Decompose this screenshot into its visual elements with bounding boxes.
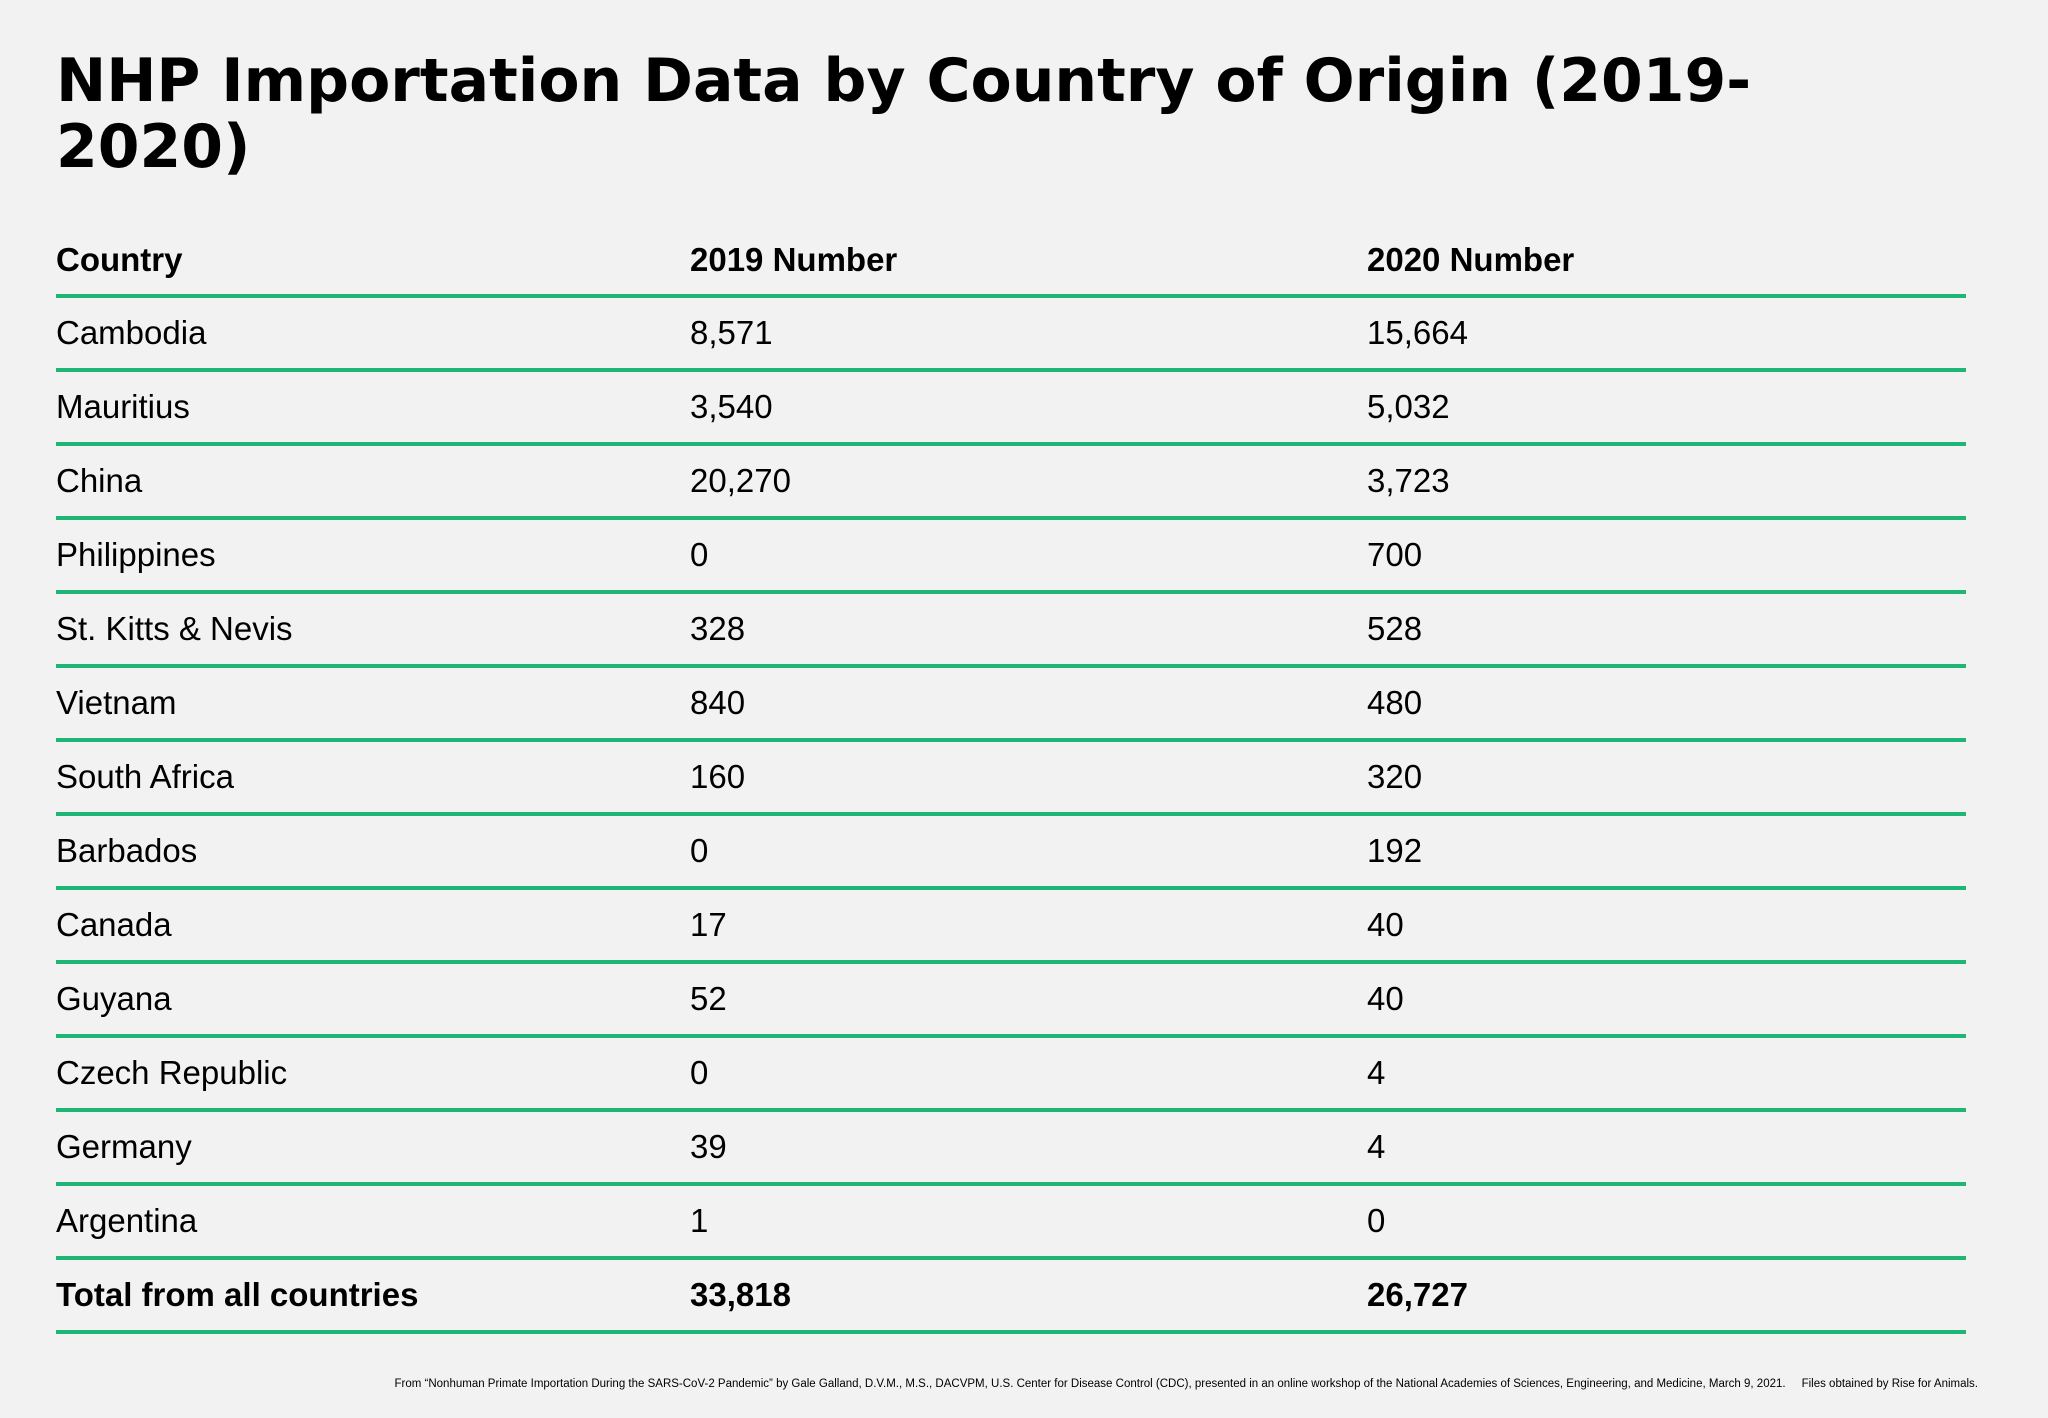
cell: Guyana: [56, 980, 172, 1017]
cell: Cambodia: [56, 314, 207, 351]
data-row: Cambodia 8,571 15,664: [56, 298, 1966, 372]
cell: 52: [690, 980, 727, 1017]
cell: 2019 Number: [690, 241, 898, 278]
cell: Germany: [56, 1128, 192, 1165]
cell: Czech Republic: [56, 1054, 288, 1091]
cell: Total from all countries: [56, 1276, 419, 1313]
cell: 160: [690, 758, 746, 795]
cell: China: [56, 462, 143, 499]
data-row: China 20,270 3,723: [56, 446, 1966, 520]
data-row: Mauritius 3,540 5,032: [56, 372, 1966, 446]
cell: 480: [1367, 684, 1423, 721]
cell: 328: [690, 610, 746, 647]
cell: Vietnam: [56, 684, 177, 721]
data-row: Argentina 1 0: [56, 1186, 1966, 1260]
data-row: Vietnam 840 480: [56, 668, 1966, 742]
cell: Canada: [56, 906, 172, 943]
cell: 39: [690, 1128, 727, 1165]
cell: 20,270: [690, 462, 791, 499]
cell: 3,723: [1367, 462, 1450, 499]
data-row: Germany 39 4: [56, 1112, 1966, 1186]
cell: 33,818: [690, 1276, 791, 1313]
data-row: Philippines 0 700: [56, 520, 1966, 594]
cell: 192: [1367, 832, 1423, 869]
cell: Mauritius: [56, 388, 190, 425]
data-row: South Africa 160 320: [56, 742, 1966, 816]
cell: 528: [1367, 610, 1423, 647]
title: NHP Importation Data by Country of Origi…: [56, 46, 1752, 182]
cell: Argentina: [56, 1202, 198, 1239]
cell: 2020 Number: [1367, 241, 1575, 278]
cell: 40: [1367, 980, 1404, 1017]
cell: 5,032: [1367, 388, 1450, 425]
cell: 15,664: [1367, 314, 1468, 351]
cell: 0: [690, 536, 709, 573]
source-note: From “Nonhuman Primate Importation Durin…: [394, 1378, 1786, 1390]
cell: 1: [690, 1202, 709, 1239]
data-row: Guyana 52 40: [56, 964, 1966, 1038]
credit-note: Files obtained by Rise for Animals.: [1801, 1378, 1978, 1390]
cell: 4: [1367, 1054, 1386, 1091]
cell: Philippines: [56, 536, 216, 573]
cell: 4: [1367, 1128, 1386, 1165]
cell: 17: [690, 906, 727, 943]
total-row: Total from all countries 33,818 26,727: [56, 1260, 1966, 1334]
cell: 40: [1367, 906, 1404, 943]
cell: 0: [1367, 1202, 1386, 1239]
cell: Country: [56, 241, 183, 278]
data-row: Barbados 0 192: [56, 816, 1966, 890]
cell: 700: [1367, 536, 1423, 573]
cell: 320: [1367, 758, 1423, 795]
cell: 0: [690, 832, 709, 869]
header-row: Country 2019 Number 2020 Number: [56, 226, 1966, 298]
cell: 3,540: [690, 388, 773, 425]
data-row: St. Kitts & Nevis 328 528: [56, 594, 1966, 668]
cell: St. Kitts & Nevis: [56, 610, 293, 647]
data-row: Czech Republic 0 4: [56, 1038, 1966, 1112]
cell: 26,727: [1367, 1276, 1468, 1313]
cell: 0: [690, 1054, 709, 1091]
footer: From “Nonhuman Primate Importation Durin…: [395, 1378, 1979, 1390]
cell: 840: [690, 684, 746, 721]
data-row: Canada 17 40: [56, 890, 1966, 964]
cell: 8,571: [690, 314, 773, 351]
cell: Barbados: [56, 832, 198, 869]
cell: South Africa: [56, 758, 234, 795]
table: Country 2019 Number 2020 Number Cambodia 8,5…: [56, 226, 1966, 1334]
